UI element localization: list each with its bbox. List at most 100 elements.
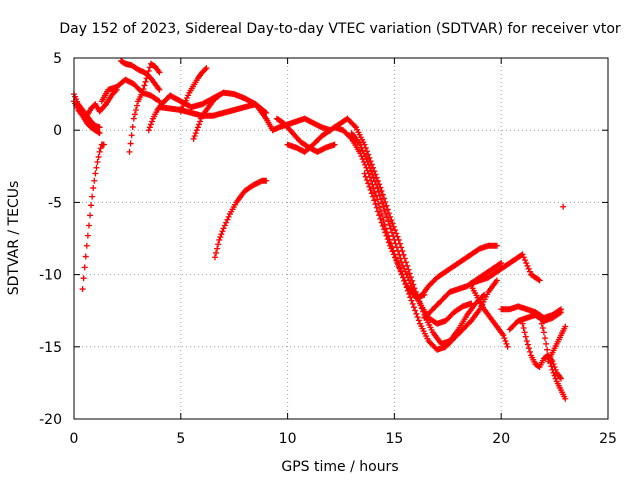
- data-point: [141, 82, 148, 89]
- data-point: [556, 309, 563, 316]
- data-point: [385, 239, 392, 246]
- x-tick-label: 15: [385, 431, 403, 447]
- data-point: [392, 240, 399, 247]
- data-point: [179, 105, 186, 112]
- data-point: [145, 67, 152, 74]
- data-point: [366, 165, 373, 172]
- x-tick-label: 0: [70, 431, 79, 447]
- data-point: [384, 206, 391, 213]
- data-point: [361, 170, 368, 177]
- x-tick-label: 20: [492, 431, 510, 447]
- data-point: [493, 277, 500, 284]
- data-point: [219, 228, 226, 235]
- data-point: [387, 213, 394, 220]
- data-point: [388, 229, 395, 236]
- data-point: [382, 229, 389, 236]
- data-point: [558, 309, 565, 316]
- data-point: [415, 317, 422, 324]
- y-tick-label: -10: [39, 268, 62, 284]
- data-point: [389, 220, 396, 227]
- series-arc21: [421, 260, 505, 321]
- data-point: [392, 254, 399, 261]
- data-point: [548, 363, 555, 370]
- data-point: [383, 232, 390, 239]
- series-arc26: [519, 320, 565, 382]
- data-point: [393, 257, 400, 264]
- data-point: [128, 132, 135, 139]
- data-point: [146, 124, 153, 131]
- data-point: [391, 236, 398, 243]
- data-point: [156, 69, 163, 76]
- data-point: [96, 130, 103, 137]
- x-tick-label: 10: [279, 431, 297, 447]
- data-point: [378, 187, 385, 194]
- data-point: [398, 268, 405, 275]
- data-point: [504, 343, 511, 350]
- data-point: [395, 262, 402, 269]
- data-point: [85, 222, 92, 229]
- data-point: [388, 217, 395, 224]
- data-point: [88, 202, 95, 209]
- y-axis-label: SDTVAR / TECUs: [6, 181, 22, 296]
- data-point: [526, 268, 533, 275]
- data-point: [95, 129, 102, 136]
- data-point: [558, 375, 565, 382]
- data-point: [408, 297, 415, 304]
- data-point: [378, 219, 385, 226]
- data-point: [221, 222, 228, 229]
- data-point: [551, 372, 558, 379]
- data-points: [71, 57, 569, 402]
- data-point: [95, 153, 102, 160]
- data-point: [90, 184, 97, 191]
- data-point: [384, 236, 391, 243]
- data-point: [84, 232, 91, 239]
- x-tick-label: 5: [176, 431, 185, 447]
- data-point: [367, 158, 374, 165]
- data-point: [213, 249, 220, 256]
- data-point: [535, 276, 542, 283]
- data-point: [414, 314, 421, 321]
- data-point: [203, 65, 210, 72]
- data-point: [156, 86, 163, 93]
- data-point: [381, 226, 388, 233]
- series-arc3: [79, 141, 107, 293]
- data-point: [182, 97, 189, 104]
- series-arc2: [71, 98, 103, 137]
- data-point: [522, 257, 529, 264]
- data-point: [216, 92, 223, 99]
- data-point: [139, 89, 146, 96]
- data-point: [498, 260, 505, 267]
- data-point: [364, 158, 371, 165]
- data-point: [500, 332, 507, 339]
- data-point: [407, 294, 414, 301]
- data-point: [562, 323, 569, 330]
- data-point: [527, 348, 534, 355]
- data-point: [215, 93, 222, 100]
- data-point: [525, 345, 532, 352]
- x-tick-label: 25: [599, 431, 617, 447]
- data-point: [384, 214, 391, 221]
- data-point: [402, 280, 409, 287]
- y-tick-label: -20: [39, 412, 62, 428]
- data-point: [83, 242, 90, 249]
- data-point: [520, 325, 527, 332]
- data-point: [87, 212, 94, 219]
- data-point: [145, 127, 152, 134]
- data-point: [132, 106, 139, 113]
- data-point: [385, 210, 392, 217]
- data-point: [140, 86, 147, 93]
- data-point: [413, 310, 420, 317]
- data-point: [198, 115, 205, 122]
- data-point: [382, 210, 389, 217]
- data-point: [373, 204, 380, 211]
- data-point: [410, 304, 417, 311]
- data-point: [331, 141, 338, 148]
- data-point: [538, 320, 545, 327]
- data-point: [523, 260, 530, 267]
- data-point: [134, 102, 141, 109]
- data-point: [377, 196, 384, 203]
- data-point: [385, 218, 392, 225]
- data-point: [521, 329, 528, 336]
- data-point: [127, 140, 134, 147]
